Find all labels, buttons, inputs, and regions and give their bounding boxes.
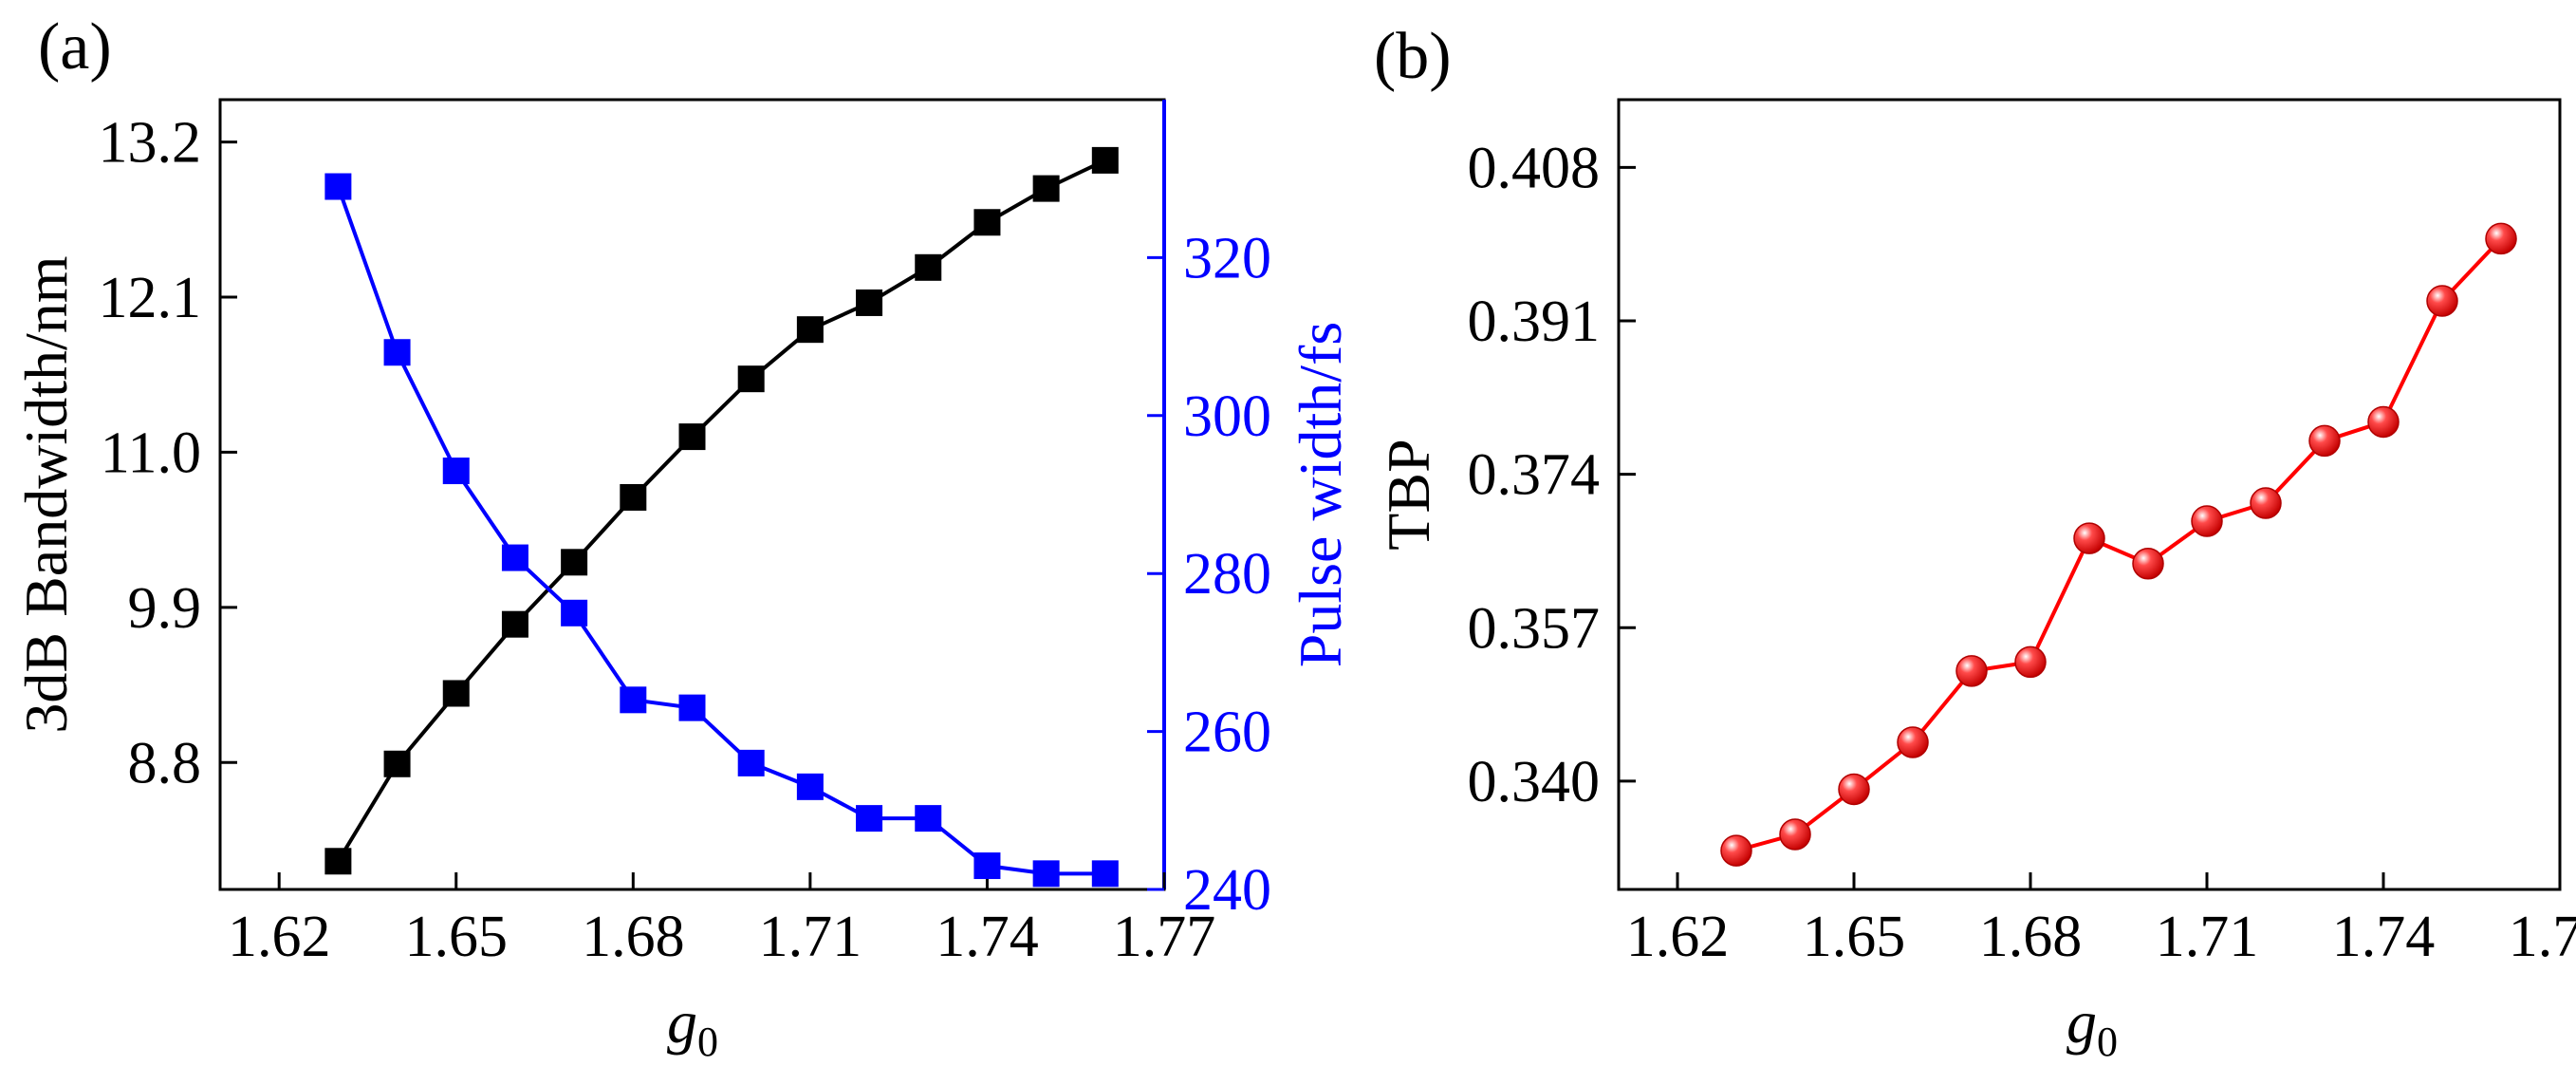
- panel-a-point-pulse-width: [737, 749, 765, 776]
- panel-b-x-tick-label: 1.71: [2156, 905, 2259, 969]
- panel-a-x-tick-label: 1.68: [582, 905, 685, 969]
- panel-b-x-axis-title: g0: [2066, 988, 2118, 1061]
- panel-a-point-pulse-width: [678, 694, 706, 721]
- panel-a-right-tick-label: 280: [1183, 542, 1271, 607]
- panel-a-x-axis-title-subscript: 0: [697, 1019, 718, 1061]
- panel-a-point-pulse-width: [561, 599, 588, 627]
- panel-b-point-tbp: [2191, 505, 2223, 537]
- panel-a-x-axis-title: g0: [667, 988, 718, 1061]
- panel-a-point-bandwidth: [973, 209, 1001, 236]
- panel-label-b: (b): [1374, 20, 1452, 93]
- panel-a-right-tick-label: 320: [1183, 226, 1271, 290]
- panel-b-point-tbp: [2014, 645, 2047, 679]
- panel-b-point-tbp: [2426, 285, 2458, 317]
- panel-b-frame: [1617, 98, 2562, 891]
- panel-b-x-axis-title-subscript: 0: [2097, 1019, 2118, 1061]
- panel-a-right-tick-label: 260: [1183, 701, 1271, 765]
- panel-a-left-tick-label: 8.8: [128, 731, 202, 795]
- panel-a-left-tick-label: 12.1: [99, 266, 202, 330]
- panel-a-left-tick-label: 13.2: [99, 111, 202, 176]
- panel-a-point-pulse-width: [1091, 860, 1119, 888]
- panel-a-point-bandwidth: [737, 365, 765, 393]
- panel-a-point-bandwidth: [501, 610, 528, 638]
- panel-a-right-tick-label: 240: [1183, 858, 1271, 923]
- panel-b-x-tick-label: 1.68: [1979, 905, 2083, 969]
- panel-a-point-pulse-width: [856, 805, 883, 832]
- panel-a-point-bandwidth: [915, 253, 942, 281]
- panel-label-a: (a): [38, 10, 112, 84]
- panel-b-x-tick-label: 1.62: [1626, 905, 1730, 969]
- panel-b: 1.62 1.65 1.68 1.71 1.74 1.77 0.340 0.357 0.374…: [1375, 98, 2576, 1065]
- panel-b-x-tick-label: 1.65: [1803, 905, 1906, 969]
- panel-b-point-tbp: [1955, 655, 1988, 687]
- panel-a-right-tick-label: 300: [1183, 384, 1271, 449]
- panel-b-point-tbp: [2308, 424, 2341, 458]
- panel-b-point-tbp: [1838, 773, 1870, 806]
- panel-a-series-line-pulse-width: [336, 185, 1105, 876]
- panel-b-series-line-tbp: [1735, 237, 2503, 853]
- panel-b-point-tbp: [1779, 818, 1811, 851]
- panel-b-point-tbp: [2250, 487, 2282, 519]
- panel-b-point-tbp: [2485, 222, 2517, 255]
- panel-a-right-axis-title: Pulse width/fs: [1287, 322, 1354, 667]
- panel-b-y-tick-label: 0.391: [1468, 290, 1601, 354]
- panel-a-left-tick-label: 11.0: [101, 421, 201, 485]
- panel-b-point-tbp: [2073, 522, 2105, 554]
- panel-b-point-tbp: [1897, 726, 1929, 758]
- panel-a-left-axis-title: 3dB Bandwidth/nm: [12, 255, 80, 733]
- panel-a-point-pulse-width: [324, 173, 352, 200]
- panel-a-frame: [218, 98, 1166, 891]
- panel-a-point-bandwidth: [796, 316, 824, 344]
- panel-a-point-pulse-width: [973, 852, 1001, 880]
- panel-a-x-tick-label: 1.77: [1113, 905, 1216, 969]
- panel-b-x-tick-label: 1.77: [2509, 905, 2576, 969]
- panel-a-point-pulse-width: [383, 339, 411, 366]
- panel-a-point-bandwidth: [856, 289, 883, 316]
- panel-b-y-tick-label: 0.357: [1468, 596, 1601, 661]
- panel-a-series-line-bandwidth: [336, 159, 1106, 863]
- panel-b-point-tbp: [2132, 547, 2164, 580]
- panel-a-x-axis-title-main: g: [667, 988, 697, 1056]
- panel-a-point-pulse-width: [501, 544, 528, 571]
- panel-a: 1.62 1.65 1.68 1.71 1.74 1.77 8.8 9.9 11.0 12.1 1…: [12, 98, 1354, 1065]
- panel-a-point-bandwidth: [324, 848, 352, 875]
- panel-a-x-tick-label: 1.65: [405, 905, 509, 969]
- panel-b-y-tick-label: 0.374: [1468, 443, 1601, 508]
- panel-b-y-axis-title: TBP: [1375, 439, 1442, 550]
- panel-b-point-tbp: [1720, 834, 1752, 867]
- panel-b-y-tick-label: 0.340: [1468, 750, 1601, 814]
- panel-a-point-bandwidth: [1091, 146, 1119, 174]
- panel-a-point-bandwidth: [442, 680, 470, 707]
- panel-b-point-tbp: [2367, 405, 2400, 439]
- panel-a-point-bandwidth: [561, 549, 588, 576]
- panel-a-x-tick-label: 1.71: [759, 905, 862, 969]
- panel-a-x-tick-label: 1.62: [228, 905, 331, 969]
- panel-a-point-bandwidth: [678, 423, 706, 451]
- panel-a-point-pulse-width: [620, 686, 647, 714]
- panel-a-point-pulse-width: [915, 805, 942, 832]
- panel-a-point-bandwidth: [383, 750, 411, 777]
- panel-a-point-pulse-width: [442, 458, 470, 485]
- panel-a-point-bandwidth: [1032, 175, 1060, 202]
- panel-a-x-tick-label: 1.74: [936, 905, 1039, 969]
- panel-a-point-pulse-width: [796, 773, 824, 800]
- panel-b-x-tick-label: 1.74: [2332, 905, 2436, 969]
- panel-b-y-tick-label: 0.408: [1468, 136, 1601, 200]
- panel-a-point-bandwidth: [620, 483, 647, 511]
- panel-b-x-axis-title-main: g: [2066, 988, 2097, 1056]
- panel-a-left-tick-label: 9.9: [128, 576, 202, 641]
- panel-a-point-pulse-width: [1032, 860, 1060, 888]
